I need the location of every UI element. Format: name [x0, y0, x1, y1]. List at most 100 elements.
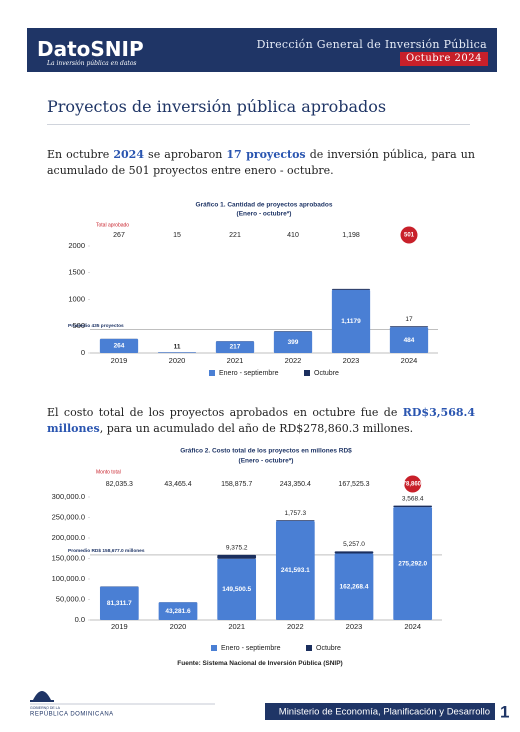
total-label: 267: [113, 232, 125, 239]
y-tick-label: 300,000.0: [52, 492, 85, 501]
total-label: 82,035.3: [106, 481, 133, 488]
logo-text: GOBIERNO DE LA: [30, 706, 61, 710]
x-tick-label: 2021: [227, 356, 244, 365]
brand: DatoSNIP: [37, 37, 144, 61]
x-tick-label: 2020: [169, 356, 186, 365]
value-label: 81,311.7: [107, 600, 132, 607]
x-tick-label: 2022: [285, 356, 302, 365]
average-label: Promedio RD$ 158,677.0 millones: [68, 548, 145, 554]
total-label: 278,860.3: [399, 482, 426, 488]
value-label: 264: [114, 343, 125, 350]
bar: [215, 341, 255, 353]
y-tick-label: 200,000.0: [52, 533, 85, 542]
paragraph: El costo total de los proyectos aprobado…: [47, 405, 475, 437]
department: Dirección General de Inversión Pública: [256, 38, 487, 51]
legend-label: Octubre: [316, 645, 341, 652]
highlight: 2024: [113, 148, 144, 161]
total-label: 501: [404, 233, 415, 239]
text: En octubre: [47, 148, 114, 161]
highlight: [404, 475, 422, 493]
total-label: 158,875.7: [221, 481, 252, 488]
x-tick-label: 2019: [111, 622, 128, 631]
bar: [273, 331, 313, 332]
value-label: 149,500.5: [222, 586, 251, 593]
x-tick-label: 2024: [401, 356, 418, 365]
total-label: 1,198: [342, 232, 360, 239]
chart-title: Gráfico 2. Costo total de los proyectos …: [180, 448, 352, 455]
y-tick-label: 100,000.0: [52, 574, 85, 583]
logo-text: REPÚBLICA DOMINICANA: [30, 711, 114, 718]
total-label: 43,465.4: [164, 481, 191, 488]
chart: Gráfico 1. Cantidad de proyectos aprobad…: [68, 202, 438, 377]
totals-label: Total aprobado: [96, 222, 129, 228]
y-tick-label: 1000: [68, 294, 85, 303]
total-label: 167,525.3: [338, 481, 369, 488]
bar: [217, 554, 257, 559]
value-label: 217: [230, 344, 241, 351]
y-tick-label: 250,000.0: [52, 512, 85, 521]
period: Octubre 2024: [400, 52, 488, 66]
y-tick-label: 1500: [68, 268, 85, 277]
bar: [393, 507, 433, 620]
value-label: 5,257.0: [343, 541, 365, 548]
legend-label: Enero - septiembre: [219, 370, 279, 377]
value-label: 275,292.0: [398, 560, 427, 567]
footer: GOBIERNO DE LA REPÚBLICA DOMINICANA Mini…: [30, 691, 509, 721]
legend-swatch: [211, 645, 217, 651]
source: Fuente: Sistema Nacional de Inversión Pú…: [177, 660, 343, 667]
highlight: 17 proyectos: [226, 148, 306, 161]
total-label: 243,350.4: [280, 481, 311, 488]
title-rule: [47, 124, 470, 125]
value-label: 1,757.3: [284, 510, 306, 517]
value-label: 43,281.6: [165, 608, 191, 615]
text: , para un acumulado del año de RD$278,86…: [99, 422, 414, 435]
highlight: [400, 226, 418, 244]
tagline: La inversión pública en datos: [47, 60, 137, 67]
value-label: 162,268.4: [340, 583, 369, 590]
ministry: Ministerio de Economía, Planificación y …: [279, 707, 490, 718]
value-label: 9,375.2: [226, 545, 248, 552]
paragraph: En octubre 2024 se aprobaron 17 proyecto…: [47, 147, 475, 179]
page-number: 1: [500, 702, 509, 721]
x-tick-label: 2023: [343, 356, 360, 365]
bar: [334, 551, 374, 554]
chart-title: Gráfico 1. Cantidad de proyectos aprobad…: [196, 202, 333, 209]
average-label: Promedio 435 proyectos: [68, 323, 124, 329]
y-tick-label: 0: [81, 348, 85, 357]
bar: [389, 326, 429, 328]
highlight: RD$3,568.4 millones: [47, 406, 475, 435]
value-label: 1,1179: [341, 318, 361, 325]
chart: Gráfico 2. Costo total de los proyectos …: [52, 448, 442, 652]
bar: [157, 352, 197, 353]
x-tick-label: 2024: [404, 622, 421, 631]
x-tick-label: 2021: [228, 622, 245, 631]
value-label: 484: [404, 337, 415, 344]
total-label: 410: [287, 232, 299, 239]
legend-label: Enero - septiembre: [221, 645, 281, 652]
chart-subtitle: (Enero - octubre*): [239, 458, 294, 465]
text: de inversión pública, para un acumulado …: [47, 148, 475, 177]
footer-bar: [265, 703, 495, 720]
value-label: 399: [288, 339, 299, 346]
legend-label: Octubre: [314, 370, 339, 377]
title: Proyectos de inversión pública aprobados: [47, 97, 387, 116]
value-label: 3,568.4: [402, 495, 424, 502]
x-tick-label: 2019: [111, 356, 128, 365]
totals-label: Monto total: [96, 469, 121, 475]
bar: [275, 520, 315, 521]
x-tick-label: 2020: [170, 622, 187, 631]
total-label: 15: [173, 232, 181, 239]
y-tick-label: 500: [72, 321, 85, 330]
value-label: 241,593.1: [281, 567, 310, 574]
bar: [331, 288, 371, 290]
x-tick-label: 2023: [346, 622, 363, 631]
bar: [158, 602, 198, 620]
legend-swatch: [209, 370, 215, 376]
total-label: 221: [229, 232, 241, 239]
y-tick-label: 50,000.0: [56, 594, 85, 603]
bar: [99, 338, 139, 353]
y-tick-label: 2000: [68, 241, 85, 250]
bar: [334, 553, 374, 620]
bar: [217, 558, 257, 620]
